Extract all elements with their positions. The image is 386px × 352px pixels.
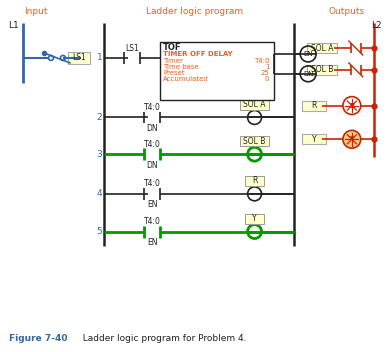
- Text: Ladder logic program: Ladder logic program: [146, 7, 244, 16]
- Text: 1: 1: [97, 54, 102, 62]
- Text: LS1: LS1: [125, 44, 139, 52]
- Text: Ladder logic program for Problem 4.: Ladder logic program for Problem 4.: [77, 334, 246, 343]
- Text: Accumulated: Accumulated: [163, 76, 209, 82]
- Text: 2: 2: [97, 113, 102, 122]
- Text: Outputs: Outputs: [329, 7, 365, 16]
- Text: R: R: [312, 101, 317, 110]
- Text: LS1: LS1: [72, 54, 86, 62]
- Text: Y: Y: [349, 136, 354, 142]
- FancyBboxPatch shape: [306, 65, 337, 75]
- Text: L2: L2: [371, 21, 381, 30]
- Text: TIMER OFF DELAY: TIMER OFF DELAY: [163, 51, 233, 57]
- Bar: [160, 42, 274, 100]
- Text: EN: EN: [303, 51, 313, 57]
- Text: TOF: TOF: [163, 43, 182, 51]
- Text: Preset: Preset: [163, 70, 185, 76]
- Text: Timer: Timer: [163, 58, 183, 64]
- Text: 25: 25: [261, 70, 269, 76]
- FancyBboxPatch shape: [302, 101, 326, 111]
- Text: Y: Y: [312, 135, 317, 144]
- Text: R: R: [252, 176, 257, 186]
- FancyBboxPatch shape: [240, 100, 269, 109]
- FancyBboxPatch shape: [245, 176, 264, 186]
- Text: R: R: [349, 102, 354, 108]
- Text: SOL B: SOL B: [243, 137, 266, 146]
- Circle shape: [49, 56, 54, 61]
- Text: DN: DN: [146, 124, 158, 133]
- Text: SOL A: SOL A: [243, 100, 266, 109]
- FancyBboxPatch shape: [302, 134, 326, 144]
- Text: 3: 3: [97, 150, 102, 159]
- Circle shape: [343, 97, 361, 114]
- Text: Input: Input: [24, 7, 48, 16]
- Text: T4:0: T4:0: [144, 103, 161, 112]
- Text: SOL B: SOL B: [311, 65, 333, 74]
- Text: EN: EN: [147, 200, 157, 209]
- Text: T4:0: T4:0: [144, 140, 161, 149]
- Text: T4:0: T4:0: [144, 180, 161, 188]
- FancyBboxPatch shape: [306, 43, 337, 53]
- Text: L1: L1: [8, 21, 19, 30]
- Text: Figure 7-40: Figure 7-40: [9, 334, 68, 343]
- Text: Time base: Time base: [163, 64, 199, 70]
- Circle shape: [343, 130, 361, 148]
- Text: T4:0: T4:0: [144, 217, 161, 226]
- Text: 4: 4: [97, 189, 102, 199]
- Text: 1: 1: [265, 64, 269, 70]
- Text: DN: DN: [303, 71, 313, 77]
- Circle shape: [61, 56, 65, 61]
- Text: 5: 5: [97, 227, 102, 236]
- Text: T4:0: T4:0: [254, 58, 269, 64]
- Text: SOL A: SOL A: [311, 44, 334, 52]
- FancyBboxPatch shape: [240, 136, 269, 146]
- Text: Y: Y: [252, 214, 257, 223]
- Text: EN: EN: [147, 238, 157, 247]
- Text: 0: 0: [265, 76, 269, 82]
- Text: DN: DN: [146, 161, 158, 170]
- FancyBboxPatch shape: [245, 214, 264, 224]
- FancyBboxPatch shape: [68, 52, 90, 64]
